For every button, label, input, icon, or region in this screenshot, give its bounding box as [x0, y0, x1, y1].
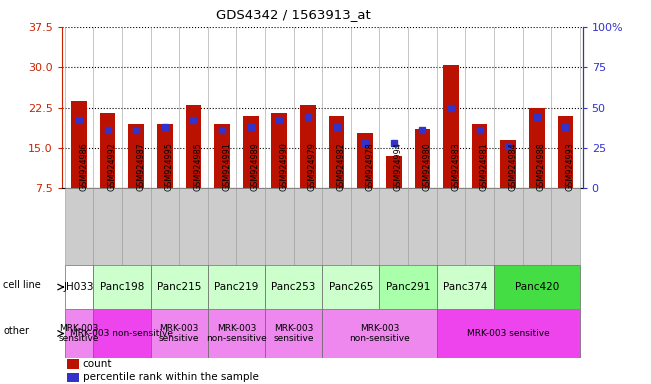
Bar: [186, 105, 201, 188]
Bar: [437, 188, 465, 265]
Text: GSM924980: GSM924980: [422, 142, 432, 191]
Text: MRK-003
non-sensitive: MRK-003 non-sensitive: [349, 324, 410, 343]
Text: Panc198: Panc198: [100, 282, 144, 292]
Text: MRK-003
sensitive: MRK-003 sensitive: [159, 324, 199, 343]
Text: Panc219: Panc219: [214, 282, 258, 292]
Text: GSM924986: GSM924986: [79, 142, 88, 191]
Bar: [322, 188, 351, 265]
Text: GSM924982: GSM924982: [337, 142, 346, 191]
Text: Panc374: Panc374: [443, 282, 488, 292]
Bar: [100, 113, 115, 188]
Text: percentile rank within the sample: percentile rank within the sample: [83, 372, 258, 382]
Text: MRK-003
sensitive: MRK-003 sensitive: [273, 324, 314, 343]
Text: GSM924992: GSM924992: [107, 142, 117, 191]
Bar: [494, 188, 523, 265]
Text: MRK-003 sensitive: MRK-003 sensitive: [467, 329, 549, 338]
Text: GSM924991: GSM924991: [222, 142, 231, 191]
Bar: [157, 124, 173, 188]
Text: MRK-003 non-sensitive: MRK-003 non-sensitive: [70, 329, 173, 338]
Bar: [408, 188, 437, 265]
Bar: [214, 124, 230, 188]
Text: GSM924990: GSM924990: [279, 142, 288, 191]
Text: GSM924979: GSM924979: [308, 142, 317, 191]
Bar: [529, 108, 545, 188]
Bar: [322, 265, 380, 309]
Bar: [380, 188, 408, 265]
Text: GSM924988: GSM924988: [537, 142, 546, 191]
Text: GSM924989: GSM924989: [251, 142, 260, 191]
Bar: [122, 188, 150, 265]
Bar: [465, 188, 494, 265]
Text: Panc215: Panc215: [157, 282, 201, 292]
Bar: [415, 129, 430, 188]
Bar: [208, 309, 265, 358]
Bar: [551, 188, 580, 265]
Bar: [93, 309, 150, 358]
Text: GSM924978: GSM924978: [365, 142, 374, 191]
Bar: [67, 359, 79, 369]
Text: Panc253: Panc253: [271, 282, 316, 292]
Bar: [150, 188, 179, 265]
Text: other: other: [3, 326, 29, 336]
Bar: [64, 309, 93, 358]
Bar: [265, 309, 322, 358]
Bar: [558, 116, 574, 188]
Bar: [71, 101, 87, 188]
Bar: [472, 124, 488, 188]
Bar: [494, 265, 580, 309]
Text: GSM924994: GSM924994: [394, 142, 403, 191]
Bar: [265, 265, 322, 309]
Text: GSM924984: GSM924984: [508, 142, 518, 191]
Text: Panc420: Panc420: [515, 282, 559, 292]
Bar: [351, 188, 380, 265]
Bar: [294, 188, 322, 265]
Bar: [437, 265, 494, 309]
Bar: [93, 188, 122, 265]
Text: GSM924983: GSM924983: [451, 142, 460, 191]
Bar: [300, 105, 316, 188]
Text: count: count: [83, 359, 112, 369]
Text: MRK-003
non-sensitive: MRK-003 non-sensitive: [206, 324, 267, 343]
Text: GSM924995: GSM924995: [165, 142, 174, 191]
Bar: [380, 265, 437, 309]
Bar: [67, 372, 79, 382]
Bar: [208, 265, 265, 309]
Text: GSM924981: GSM924981: [480, 142, 489, 191]
Text: GSM924993: GSM924993: [566, 142, 574, 191]
Bar: [128, 124, 144, 188]
Bar: [64, 188, 93, 265]
Bar: [150, 265, 208, 309]
Text: JH033: JH033: [64, 282, 94, 292]
Bar: [523, 188, 551, 265]
Text: GSM924985: GSM924985: [193, 142, 202, 191]
Text: Panc265: Panc265: [329, 282, 373, 292]
Bar: [443, 65, 459, 188]
Bar: [265, 188, 294, 265]
Bar: [64, 265, 93, 309]
Bar: [236, 188, 265, 265]
Bar: [93, 265, 150, 309]
Bar: [357, 133, 373, 188]
Bar: [386, 156, 402, 188]
Bar: [437, 309, 580, 358]
Bar: [271, 113, 287, 188]
Bar: [243, 116, 258, 188]
Bar: [208, 188, 236, 265]
Text: GSM924987: GSM924987: [136, 142, 145, 191]
Text: Panc291: Panc291: [386, 282, 430, 292]
Bar: [501, 140, 516, 188]
Bar: [322, 309, 437, 358]
Bar: [179, 188, 208, 265]
Text: GDS4342 / 1563913_at: GDS4342 / 1563913_at: [215, 8, 370, 21]
Bar: [150, 309, 208, 358]
Text: MRK-003
sensitive: MRK-003 sensitive: [59, 324, 99, 343]
Text: cell line: cell line: [3, 280, 41, 290]
Bar: [329, 116, 344, 188]
